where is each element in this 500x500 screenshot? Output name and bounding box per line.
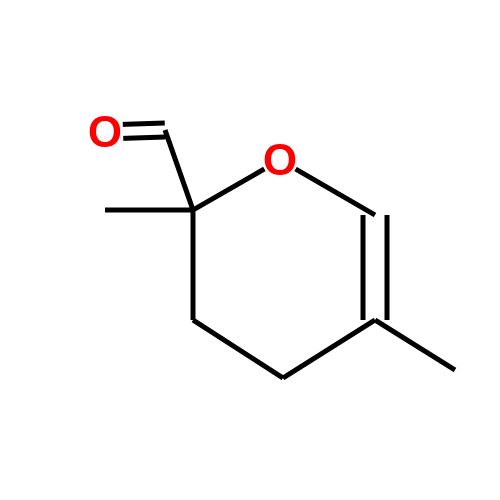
atom-label-O: O — [263, 136, 297, 185]
bond — [296, 169, 375, 215]
bond — [123, 137, 165, 138]
molecule-diagram: OO — [0, 0, 500, 500]
bond — [283, 320, 375, 378]
bond — [193, 169, 264, 210]
atom-label-O: O — [88, 108, 122, 157]
bond — [375, 320, 455, 370]
bond — [193, 320, 283, 378]
bond — [123, 123, 165, 124]
bond — [165, 130, 193, 210]
